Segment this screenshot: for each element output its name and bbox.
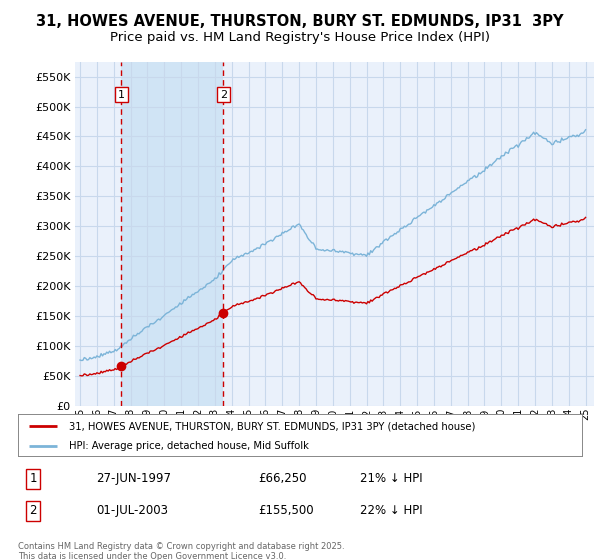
Text: 2: 2	[220, 90, 227, 100]
Text: 22% ↓ HPI: 22% ↓ HPI	[360, 504, 422, 517]
Text: Contains HM Land Registry data © Crown copyright and database right 2025.
This d: Contains HM Land Registry data © Crown c…	[18, 542, 344, 560]
Text: Price paid vs. HM Land Registry's House Price Index (HPI): Price paid vs. HM Land Registry's House …	[110, 31, 490, 44]
Text: 1: 1	[29, 472, 37, 486]
Bar	[121, 62, 223, 406]
Text: 21% ↓ HPI: 21% ↓ HPI	[360, 472, 422, 486]
Text: £155,500: £155,500	[258, 504, 314, 517]
Text: £66,250: £66,250	[258, 472, 307, 486]
Text: 1: 1	[118, 90, 125, 100]
Text: 01-JUL-2003: 01-JUL-2003	[96, 504, 168, 517]
Text: 31, HOWES AVENUE, THURSTON, BURY ST. EDMUNDS, IP31 3PY (detached house): 31, HOWES AVENUE, THURSTON, BURY ST. EDM…	[69, 421, 475, 431]
Text: HPI: Average price, detached house, Mid Suffolk: HPI: Average price, detached house, Mid …	[69, 441, 308, 451]
Text: 2: 2	[29, 504, 37, 517]
Text: 31, HOWES AVENUE, THURSTON, BURY ST. EDMUNDS, IP31  3PY: 31, HOWES AVENUE, THURSTON, BURY ST. EDM…	[36, 14, 564, 29]
Text: 27-JUN-1997: 27-JUN-1997	[96, 472, 171, 486]
